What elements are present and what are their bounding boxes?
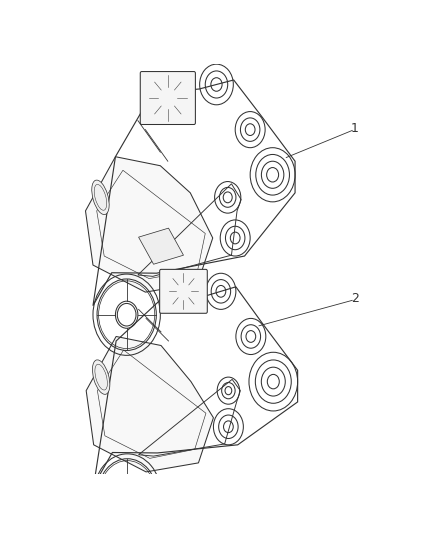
Polygon shape [138, 228, 183, 264]
Polygon shape [86, 336, 213, 472]
Text: 1: 1 [350, 122, 358, 135]
Ellipse shape [92, 180, 109, 215]
Polygon shape [115, 26, 167, 62]
Polygon shape [85, 157, 212, 292]
FancyBboxPatch shape [159, 269, 207, 313]
Ellipse shape [92, 360, 110, 394]
FancyBboxPatch shape [140, 71, 195, 125]
Text: 2: 2 [350, 292, 358, 305]
